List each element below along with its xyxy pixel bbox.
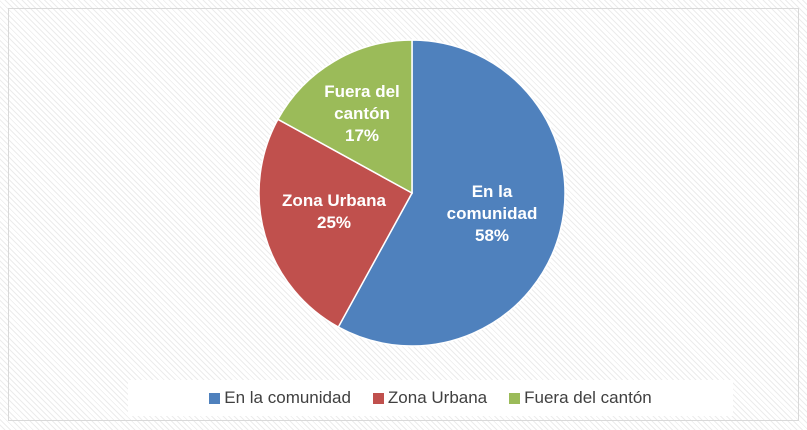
legend-item: Zona Urbana <box>372 388 488 408</box>
legend-item: En la comunidad <box>209 388 351 408</box>
data-label-category: En la comunidad <box>446 182 538 223</box>
chart-frame <box>8 8 799 421</box>
legend: En la comunidad Zona Urbana Fuera del cant… <box>128 380 733 416</box>
legend-item: Fuera del cantón <box>509 388 652 408</box>
legend-swatch <box>372 392 384 404</box>
data-label-value: 58% <box>474 226 510 245</box>
data-label: Zona Urbana 25% <box>254 190 414 234</box>
legend-label: Fuera del cantón <box>524 388 652 407</box>
pie-slice <box>258 118 414 329</box>
legend-swatch <box>509 392 521 404</box>
data-label-category: Fuera del cantón <box>324 82 400 123</box>
pie-slice <box>337 39 566 347</box>
legend-swatch <box>209 392 221 404</box>
legend-label: En la comunidad <box>224 388 351 407</box>
legend-label: Zona Urbana <box>387 388 488 407</box>
data-label-category: Zona Urbana <box>282 191 386 210</box>
data-label: En la comunidad 58% <box>432 181 552 247</box>
data-label: Fuera del cantón 17% <box>307 81 417 147</box>
data-label-value: 17% <box>344 126 380 145</box>
pie-slice <box>276 39 413 195</box>
data-label-value: 25% <box>316 213 352 232</box>
